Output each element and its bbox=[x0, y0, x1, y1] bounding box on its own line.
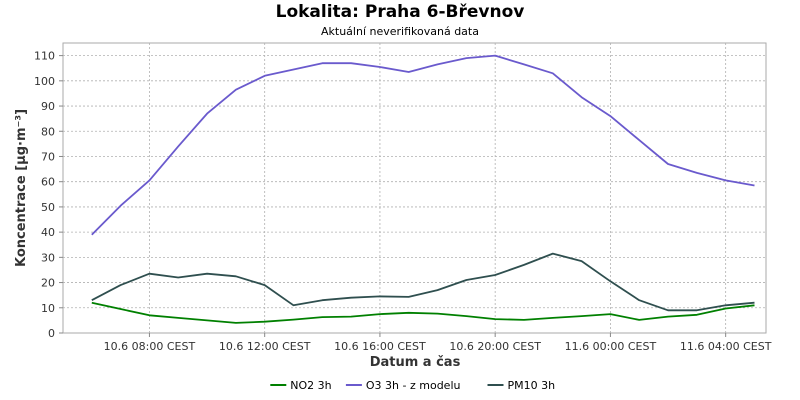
legend-item-2: O3 3h - z modelu bbox=[345, 379, 461, 392]
y-tick-label: 100 bbox=[34, 75, 55, 88]
series-lines bbox=[91, 54, 755, 324]
y-tick-label: 110 bbox=[34, 50, 55, 63]
plot-area bbox=[62, 42, 767, 334]
series-line-3 bbox=[91, 252, 755, 312]
series-line-2 bbox=[91, 54, 755, 236]
y-tick-label: 20 bbox=[41, 277, 55, 290]
x-axis-label: Datum a čas bbox=[370, 355, 461, 370]
x-tick-label: 10.6 20:00 CEST bbox=[449, 340, 541, 353]
x-axis: 10.6 08:00 CEST 10.6 12:00 CEST 10.6 16:00… bbox=[104, 333, 772, 353]
y-tick-label: 30 bbox=[41, 251, 55, 264]
y-axis: 0 10 20 30 40 50 60 70 80 90 100 110 bbox=[34, 50, 63, 340]
chart-subtitle: Aktuální neverifikovaná data bbox=[321, 25, 479, 38]
x-tick-label: 10.6 08:00 CEST bbox=[104, 340, 196, 353]
y-tick-label: 80 bbox=[41, 125, 55, 138]
legend-label: NO2 3h bbox=[290, 379, 331, 392]
y-tick-label: 50 bbox=[41, 201, 55, 214]
legend-item-1: NO2 3h bbox=[270, 379, 332, 392]
y-tick-label: 90 bbox=[41, 100, 55, 113]
x-tick-label: 10.6 12:00 CEST bbox=[219, 340, 311, 353]
legend-label: PM10 3h bbox=[508, 379, 556, 392]
x-tick-label: 11.6 04:00 CEST bbox=[680, 340, 772, 353]
legend-label: O3 3h - z modelu bbox=[366, 379, 461, 392]
series-line-1 bbox=[91, 301, 755, 324]
y-tick-label: 60 bbox=[41, 176, 55, 189]
y-tick-label: 70 bbox=[41, 150, 55, 163]
y-tick-label: 40 bbox=[41, 226, 55, 239]
y-tick-label: 0 bbox=[48, 327, 55, 340]
legend: NO2 3h O3 3h - z modelu PM10 3h bbox=[270, 379, 555, 392]
legend-item-3: PM10 3h bbox=[487, 379, 556, 392]
chart-title: Lokalita: Praha 6-Břevnov bbox=[276, 2, 525, 22]
y-tick-label: 10 bbox=[41, 302, 55, 315]
y-axis-label: Koncentrace [µg·m⁻³] bbox=[14, 109, 29, 267]
grid-lines bbox=[63, 43, 766, 333]
x-tick-label: 10.6 16:00 CEST bbox=[334, 340, 426, 353]
x-tick-label: 11.6 00:00 CEST bbox=[565, 340, 657, 353]
